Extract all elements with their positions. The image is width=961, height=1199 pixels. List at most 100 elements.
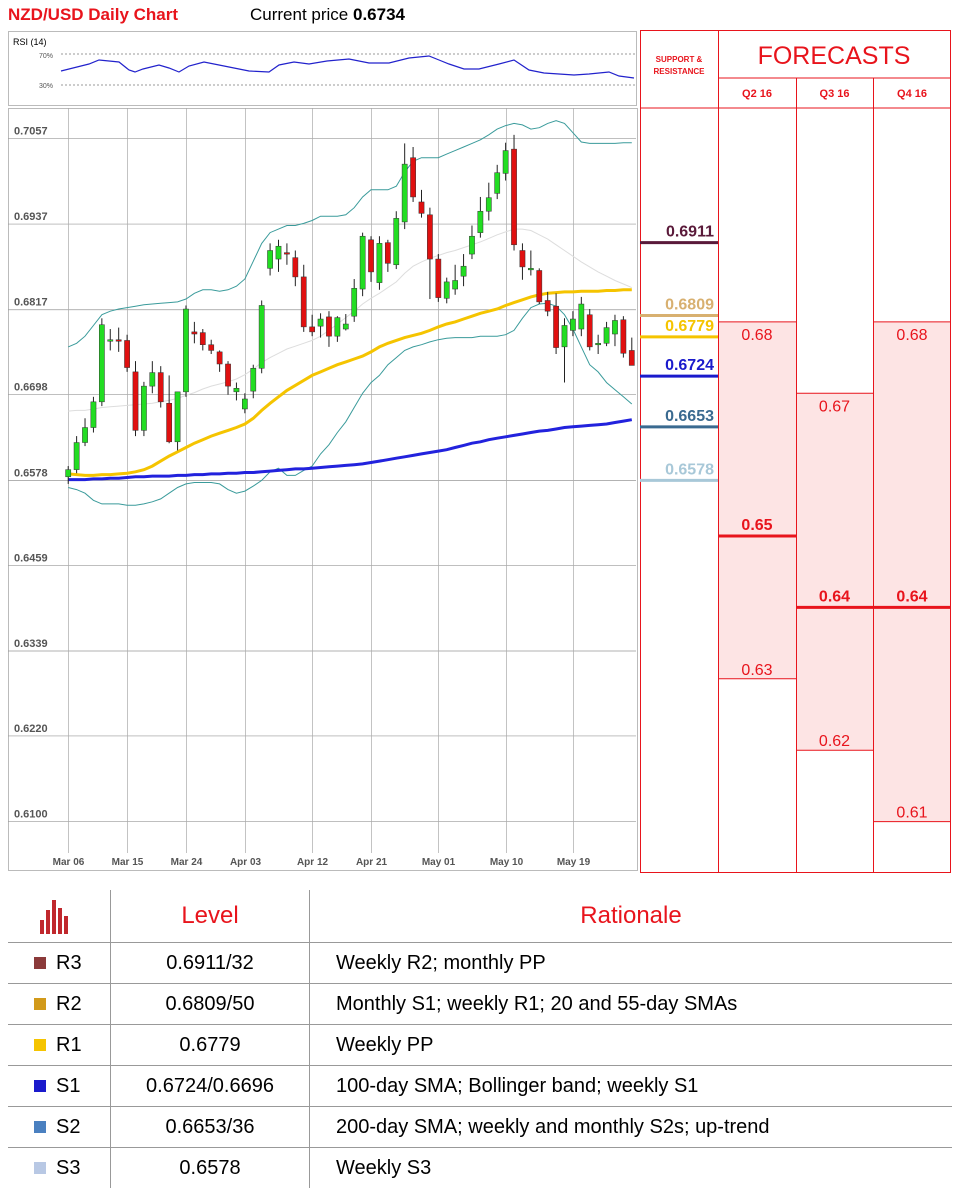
candle bbox=[561, 318, 568, 383]
x-tick-label: Apr 12 bbox=[297, 857, 329, 868]
level-value: 0.6653/36 bbox=[110, 1106, 310, 1148]
forecast-frame bbox=[640, 30, 951, 873]
sr-level-label: 0.6809 bbox=[665, 296, 714, 313]
sr-level-label: 0.6779 bbox=[665, 318, 714, 335]
candle-body bbox=[326, 316, 332, 337]
forecast-point-label: 0.64 bbox=[896, 588, 927, 605]
candle bbox=[519, 243, 526, 280]
levels-row: R3 0.6911/32 Weekly R2; monthly PP bbox=[8, 942, 952, 984]
candle bbox=[98, 318, 105, 407]
rsi-line bbox=[60, 55, 635, 79]
y-tick-label: 0.6578 bbox=[14, 467, 48, 479]
candle bbox=[267, 243, 273, 276]
candle bbox=[502, 142, 509, 181]
candle bbox=[553, 293, 559, 355]
candle bbox=[208, 339, 215, 355]
candle bbox=[157, 366, 164, 408]
level-name-cell: R3 bbox=[8, 942, 111, 984]
candle bbox=[174, 391, 181, 451]
rsi-upper-label: 70% bbox=[39, 53, 53, 60]
candle-body bbox=[250, 368, 257, 392]
candle-body bbox=[90, 401, 97, 428]
y-tick-label: 0.6817 bbox=[14, 297, 48, 309]
y-tick-label: 0.6220 bbox=[14, 723, 48, 735]
x-tick-label: Mar 06 bbox=[53, 857, 85, 868]
candle bbox=[418, 189, 425, 218]
levels-header-row: Level Rationale bbox=[8, 890, 952, 943]
level-color-swatch bbox=[34, 998, 46, 1011]
candle-body bbox=[401, 163, 408, 223]
candle-body bbox=[124, 340, 130, 368]
candle-body bbox=[460, 265, 467, 277]
candle bbox=[82, 418, 88, 447]
candle bbox=[401, 143, 408, 230]
price-label: Current price bbox=[250, 5, 349, 24]
candle bbox=[199, 329, 206, 351]
forecast-panel: 0.68 0.65 0.63 0.67 0.64 0.62 0.68 0.64 0.61 SUPP… bbox=[640, 30, 951, 873]
candle-body bbox=[359, 235, 366, 290]
candle-body bbox=[174, 391, 181, 443]
level-value: 0.6724/0.6696 bbox=[110, 1065, 310, 1107]
candle bbox=[527, 250, 534, 276]
forecast-low-label: 0.63 bbox=[741, 662, 772, 679]
level-rationale: Weekly PP bbox=[309, 1024, 952, 1066]
candle bbox=[149, 361, 156, 394]
candle bbox=[258, 300, 265, 374]
candle bbox=[216, 350, 223, 372]
level-color-swatch bbox=[34, 1039, 46, 1052]
candle bbox=[183, 305, 189, 397]
level-name: R3 bbox=[56, 951, 82, 974]
candle-body bbox=[393, 218, 400, 266]
forecast-range-fill bbox=[873, 321, 951, 822]
level-name: S3 bbox=[56, 1156, 81, 1179]
candle-body bbox=[208, 344, 215, 351]
candle bbox=[460, 254, 467, 287]
y-tick-label: 0.6100 bbox=[14, 809, 48, 821]
candle bbox=[427, 207, 433, 300]
candle-body bbox=[494, 172, 501, 194]
candle-body bbox=[519, 250, 526, 268]
plot-frame bbox=[8, 108, 638, 871]
forecast-point-label: 0.65 bbox=[741, 517, 772, 534]
rsi-chart: RSI (14) 70% 30% bbox=[13, 37, 636, 90]
candle bbox=[107, 329, 114, 351]
candle-body bbox=[427, 214, 433, 260]
forecast-column-header: Q2 16 bbox=[742, 88, 772, 100]
level-color-swatch bbox=[34, 1162, 46, 1175]
candle-body bbox=[603, 327, 610, 344]
level-rationale: Monthly S1; weekly R1; 20 and 55-day SMA… bbox=[309, 983, 952, 1025]
rsi-panel: RSI (14) 70% 30% bbox=[8, 31, 637, 106]
candle bbox=[250, 364, 257, 399]
x-tick-label: May 01 bbox=[422, 857, 456, 868]
forecast-high-label: 0.67 bbox=[819, 398, 850, 415]
bar-chart-icon bbox=[40, 900, 68, 934]
price-value: 0.6734 bbox=[353, 5, 405, 24]
forecast-column-header: Q4 16 bbox=[897, 88, 927, 100]
candle-body bbox=[107, 339, 114, 342]
level-name: R1 bbox=[56, 1033, 82, 1056]
candle-body bbox=[183, 308, 189, 393]
candle-body bbox=[452, 280, 459, 290]
candle-body bbox=[267, 250, 273, 269]
forecast-low-label: 0.62 bbox=[819, 733, 850, 750]
x-tick-label: Apr 03 bbox=[230, 857, 262, 868]
candle-body bbox=[225, 363, 231, 387]
sr-level-label: 0.6911 bbox=[666, 224, 714, 241]
bollinger-lower-line bbox=[68, 302, 633, 506]
sr-level-label: 0.6653 bbox=[665, 408, 714, 425]
candle-body bbox=[166, 403, 173, 443]
candle bbox=[544, 291, 551, 317]
candle-body bbox=[443, 281, 450, 299]
bar-chart-icon-cell bbox=[8, 890, 111, 943]
candle-body bbox=[586, 314, 593, 348]
candle-body bbox=[300, 276, 307, 328]
candle bbox=[351, 279, 358, 322]
candle bbox=[141, 381, 147, 437]
level-rationale: Weekly S3 bbox=[309, 1147, 952, 1188]
candle bbox=[368, 236, 374, 282]
candle bbox=[275, 239, 282, 272]
candle-body bbox=[233, 388, 240, 393]
candle-body bbox=[317, 318, 324, 327]
level-name: S1 bbox=[56, 1074, 81, 1097]
candle-body bbox=[351, 288, 358, 317]
